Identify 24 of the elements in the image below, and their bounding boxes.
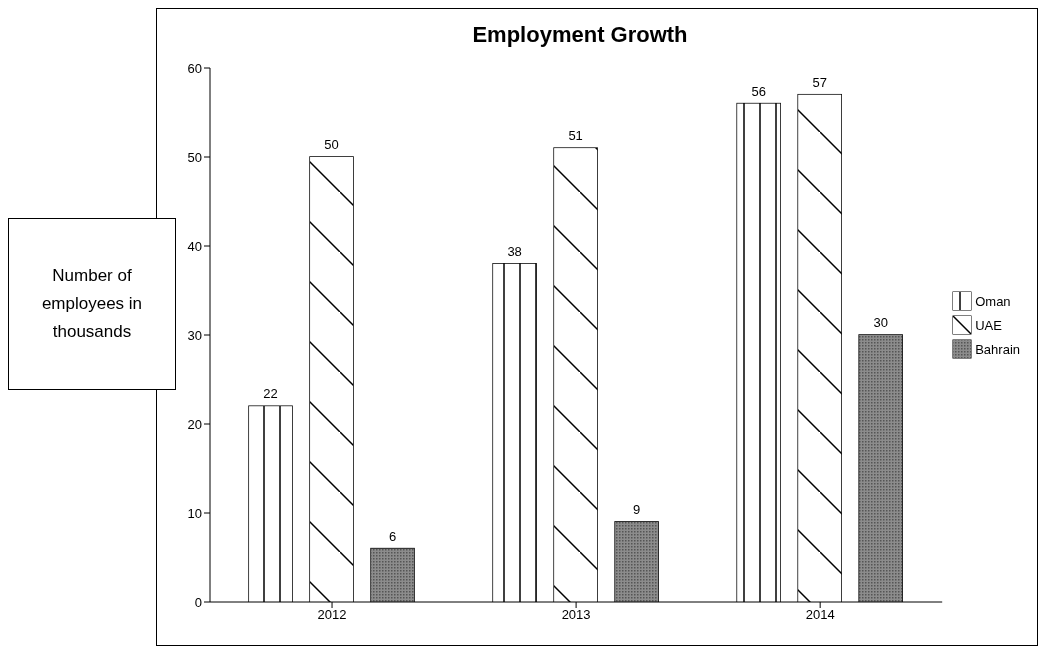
- data-label: 56: [751, 83, 766, 99]
- y-tick-label: 50: [187, 149, 202, 165]
- x-tick-label: 2012: [317, 607, 347, 623]
- legend-label: Bahrain: [975, 341, 1020, 357]
- y-tick-label: 0: [194, 594, 202, 610]
- y-tick-label: 40: [187, 238, 202, 254]
- legend-label: UAE: [975, 317, 1002, 333]
- y-tick-label: 60: [187, 60, 202, 76]
- chart-title: Employment Growth: [472, 22, 688, 47]
- legend-label: Oman: [975, 293, 1011, 309]
- y-axis-title: Number of employees in thousands: [40, 265, 144, 343]
- data-label: 30: [873, 315, 888, 330]
- y-tick-label: 30: [187, 327, 202, 343]
- x-tick-label: 2014: [805, 607, 835, 623]
- y-tick-label: 10: [187, 505, 202, 521]
- x-tick-label: 2013: [561, 607, 591, 623]
- data-label: 9: [633, 501, 641, 517]
- data-label: 51: [568, 128, 583, 144]
- data-label: 38: [507, 243, 522, 259]
- data-label: 50: [324, 137, 339, 152]
- data-label: 6: [388, 528, 397, 544]
- y-tick-label: 20: [187, 416, 202, 432]
- data-label: 57: [812, 74, 827, 90]
- data-label: 22: [263, 386, 278, 402]
